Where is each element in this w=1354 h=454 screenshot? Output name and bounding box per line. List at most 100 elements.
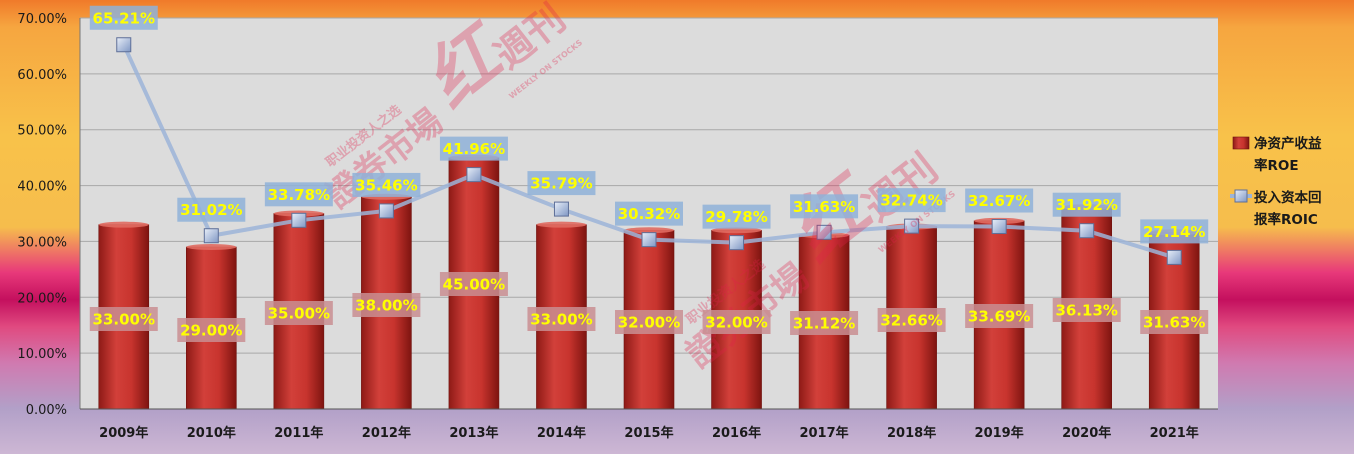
- data-labels: 33.00% 29.00% 35.00% 38.00% 45.00% 33.00% 32.0…: [89, 5, 1209, 342]
- roic-point: [729, 235, 745, 251]
- roe-data-label-box: [1052, 298, 1121, 322]
- roic-data-label: 65.21%: [93, 9, 155, 27]
- roic-data-label: 30.32%: [618, 205, 680, 223]
- legend-roe-label: 净资产收益: [1254, 135, 1322, 152]
- roe-data-label-box: [89, 307, 158, 331]
- roe-data-label-box: [439, 272, 508, 296]
- roe-bar-top: [711, 227, 762, 234]
- roe-data-label-box: [790, 311, 859, 335]
- x-tick-label: 2011年: [274, 425, 323, 441]
- roic-data-label-box: [264, 182, 333, 207]
- roe-data-label: 36.13%: [1055, 302, 1117, 320]
- roe-data-label: 38.00%: [355, 297, 417, 315]
- x-tick-label: 2009年: [99, 425, 148, 441]
- roic-data-label: 32.74%: [880, 192, 942, 210]
- roic-data-label: 31.02%: [180, 201, 242, 219]
- x-tick-label: 2012年: [362, 425, 411, 441]
- roe-data-label: 33.00%: [530, 311, 592, 329]
- x-tick-label: 2014年: [537, 425, 586, 441]
- roe-data-label: 35.00%: [268, 305, 330, 323]
- x-tick-label: 2010年: [187, 425, 236, 441]
- roic-point: [378, 203, 394, 219]
- roic-line: [116, 37, 1182, 265]
- roe-data-label-box: [527, 307, 596, 331]
- roe-data-label: 31.63%: [1143, 314, 1205, 332]
- y-tick-label: 50.00%: [17, 124, 67, 139]
- roe-bar-top: [186, 244, 237, 251]
- roic-data-label: 35.79%: [530, 175, 592, 193]
- roe-data-label: 31.12%: [793, 315, 855, 333]
- roe-data-label-box: [877, 308, 946, 332]
- roic-data-label-box: [965, 188, 1034, 213]
- roic-data-label-box: [177, 197, 246, 222]
- x-tick-label: 2013年: [449, 425, 498, 441]
- legend-roe-swatch: [1232, 136, 1250, 150]
- roe-data-label-box: [177, 318, 246, 342]
- roic-data-label-box: [89, 5, 158, 30]
- roe-data-label-box: [264, 301, 333, 325]
- roic-data-label: 35.46%: [355, 176, 417, 194]
- y-axis: 0.00% 10.00% 20.00% 30.00% 40.00% 50.00% 60.00…: [17, 12, 81, 418]
- roic-data-label: 41.96%: [443, 140, 505, 158]
- roic-data-label: 31.63%: [793, 198, 855, 216]
- y-tick-label: 60.00%: [17, 68, 67, 83]
- roic-data-label-box: [790, 194, 859, 219]
- roe-data-label: 33.69%: [968, 308, 1030, 326]
- roic-point: [641, 232, 657, 248]
- legend-roic-label: 投入资本回: [1254, 189, 1322, 206]
- roe-data-label-box: [615, 310, 683, 334]
- y-tick-label: 20.00%: [17, 291, 67, 306]
- roe-data-label: 45.00%: [443, 276, 505, 294]
- y-tick-label: 10.00%: [17, 347, 67, 362]
- x-tick-label: 2020年: [1062, 425, 1111, 441]
- roic-point: [1079, 223, 1095, 239]
- roic-point: [466, 167, 482, 183]
- y-tick-label: 70.00%: [17, 12, 67, 27]
- roic-point: [116, 37, 132, 53]
- roic-data-label-box: [1140, 219, 1209, 244]
- roic-data-label: 31.92%: [1055, 196, 1117, 214]
- roic-data-label: 33.78%: [268, 186, 330, 204]
- roic-point: [203, 228, 219, 244]
- roe-data-label-box: [965, 304, 1034, 328]
- roe-data-label: 32.66%: [880, 312, 942, 330]
- roic-point: [991, 219, 1007, 235]
- roic-data-label: 27.14%: [1143, 223, 1205, 241]
- roic-data-label-box: [352, 172, 421, 197]
- legend-roic-label: 报率ROIC: [1254, 211, 1318, 228]
- y-tick-label: 40.00%: [17, 180, 67, 195]
- roic-point: [1166, 249, 1182, 265]
- roe-bar-top: [98, 221, 149, 228]
- x-tick-label: 2015年: [624, 425, 673, 441]
- roic-data-label-box: [877, 188, 946, 213]
- roic-point: [904, 218, 920, 234]
- x-tick-label: 2017年: [799, 425, 848, 441]
- roic-data-label-box: [439, 136, 508, 161]
- y-tick-label: 0.00%: [26, 403, 67, 418]
- roe-data-label: 32.00%: [705, 314, 767, 332]
- roe-bar-top: [536, 221, 587, 228]
- roic-data-label-box: [615, 201, 683, 226]
- roe-data-label-box: [1140, 310, 1209, 334]
- roic-point: [291, 212, 307, 228]
- roic-point: [553, 201, 569, 217]
- x-tick-label: 2016年: [712, 425, 761, 441]
- roe-data-label-box: [702, 310, 771, 334]
- roic-data-label: 29.78%: [705, 208, 767, 226]
- roe-data-label: 29.00%: [180, 322, 242, 340]
- roic-point: [816, 224, 832, 240]
- roe-data-label: 33.00%: [93, 311, 155, 329]
- roic-data-label-box: [702, 204, 771, 229]
- legend-roe-label: 率ROE: [1254, 157, 1299, 174]
- roe-data-label-box: [352, 293, 421, 317]
- x-tick-label: 2021年: [1150, 425, 1199, 441]
- legend-roic-marker: [1234, 189, 1248, 203]
- roe-data-label: 32.00%: [618, 314, 680, 332]
- x-axis: 2009年 2010年 2011年 2012年 2013年 2014年 2015年 2016年…: [80, 408, 1218, 441]
- roic-data-label: 32.67%: [968, 192, 1030, 210]
- x-tick-label: 2018年: [887, 425, 936, 441]
- roic-data-label-box: [527, 171, 596, 196]
- roe-bar-top: [624, 227, 674, 234]
